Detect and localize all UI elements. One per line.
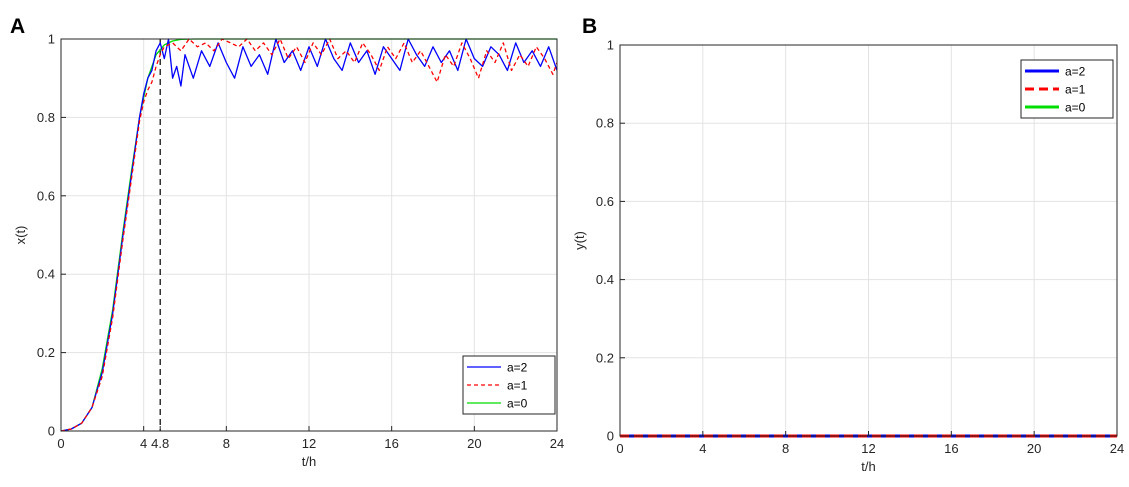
- x-axis-label: t/h: [861, 459, 875, 474]
- y-tick-label: 1: [607, 38, 614, 53]
- y-tick-label: 0: [607, 429, 614, 444]
- legend: a=2 a=1 a=0: [462, 355, 556, 415]
- y-tick-label: 0.8: [37, 110, 55, 125]
- y-tick-label: 1: [48, 32, 55, 47]
- x-tick-label: 4.8: [151, 436, 169, 451]
- x-tick-label: 8: [223, 436, 230, 451]
- y-tick-label: 0.2: [596, 350, 614, 365]
- x-tick-label: 20: [467, 436, 481, 451]
- legend-label: a=1: [1065, 83, 1086, 97]
- x-tick-label: 16: [384, 436, 398, 451]
- x-tick-label: 4: [699, 441, 706, 456]
- y-axis-label: y(t): [572, 231, 587, 250]
- legend-box: [462, 355, 556, 415]
- x-tick-label: 12: [861, 441, 875, 456]
- x-tick-label: 4: [140, 436, 147, 451]
- y-tick-label: 0.8: [596, 116, 614, 131]
- x-tick-label: 20: [1027, 441, 1041, 456]
- series-line-a2: [61, 38, 557, 432]
- x-tick-label: 24: [1110, 441, 1124, 456]
- x-tick-label: 12: [302, 436, 316, 451]
- x-tick-label: 0: [57, 436, 64, 451]
- x-axis-label: t/h: [302, 454, 316, 469]
- y-tick-label: 0.6: [37, 188, 55, 203]
- x-tick-label: 8: [782, 441, 789, 456]
- x-tick-label: 24: [550, 436, 564, 451]
- y-tick-label: 0.2: [37, 345, 55, 360]
- y-tick-label: 0: [48, 424, 55, 439]
- series-line-a1: [61, 38, 557, 432]
- y-tick-label: 0.4: [596, 272, 614, 287]
- y-tick-label: 0.4: [37, 267, 55, 282]
- legend-label: a=2: [507, 361, 528, 375]
- legend: a=2 a=1 a=0: [1020, 59, 1114, 119]
- x-tick-label: 0: [616, 441, 623, 456]
- chart-panel-b: 0 4 8 12 16 20 2400.20.40.60.81t/hy(t)Ba=2a=1a…: [572, 15, 1124, 474]
- legend-label: a=0: [507, 397, 528, 411]
- legend-label: a=2: [1065, 65, 1086, 79]
- x-tick-label: 16: [944, 441, 958, 456]
- y-axis-label: x(t): [13, 226, 28, 245]
- y-tick-label: 0.6: [596, 194, 614, 209]
- panel-label: B: [582, 15, 597, 38]
- legend-label: a=0: [1065, 101, 1086, 115]
- panel-label: A: [10, 15, 25, 38]
- legend-label: a=1: [507, 379, 528, 393]
- chart-panel-a: 0 4 4.8 8 12 16 20 2400.20.40.60.81t/hx(t)Aa=2a…: [10, 15, 564, 469]
